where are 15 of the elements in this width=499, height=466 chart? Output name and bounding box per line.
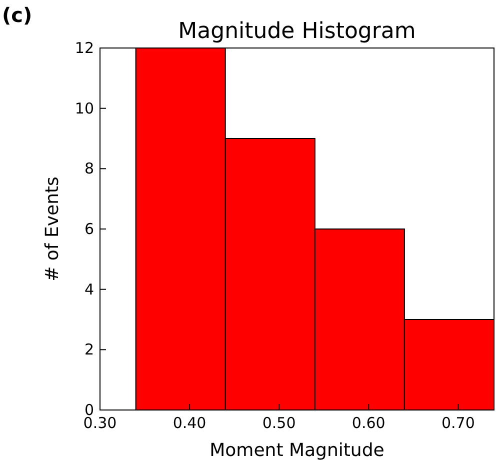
text: (c) <box>2 3 32 27</box>
y-tick-label: 2 <box>84 340 94 359</box>
chart-title: Magnitude Histogram <box>178 19 416 44</box>
y-tick-label: 6 <box>84 220 94 238</box>
x-tick-label: 0.40 <box>172 414 206 432</box>
y-axis-title: # of Events <box>42 176 63 282</box>
y-tick-label: 4 <box>84 280 94 298</box>
y-tick-label: 10 <box>74 99 94 118</box>
x-tick-label: 0.70 <box>441 414 475 432</box>
x-axis-title: Moment Magnitude <box>210 440 384 461</box>
y-tick-label: 8 <box>84 160 94 178</box>
y-tick-label: 12 <box>74 39 94 57</box>
x-tick-label: 0.50 <box>262 414 296 432</box>
x-tick-label: 0.60 <box>352 414 386 432</box>
x-tick-label: 0.30 <box>83 414 117 432</box>
